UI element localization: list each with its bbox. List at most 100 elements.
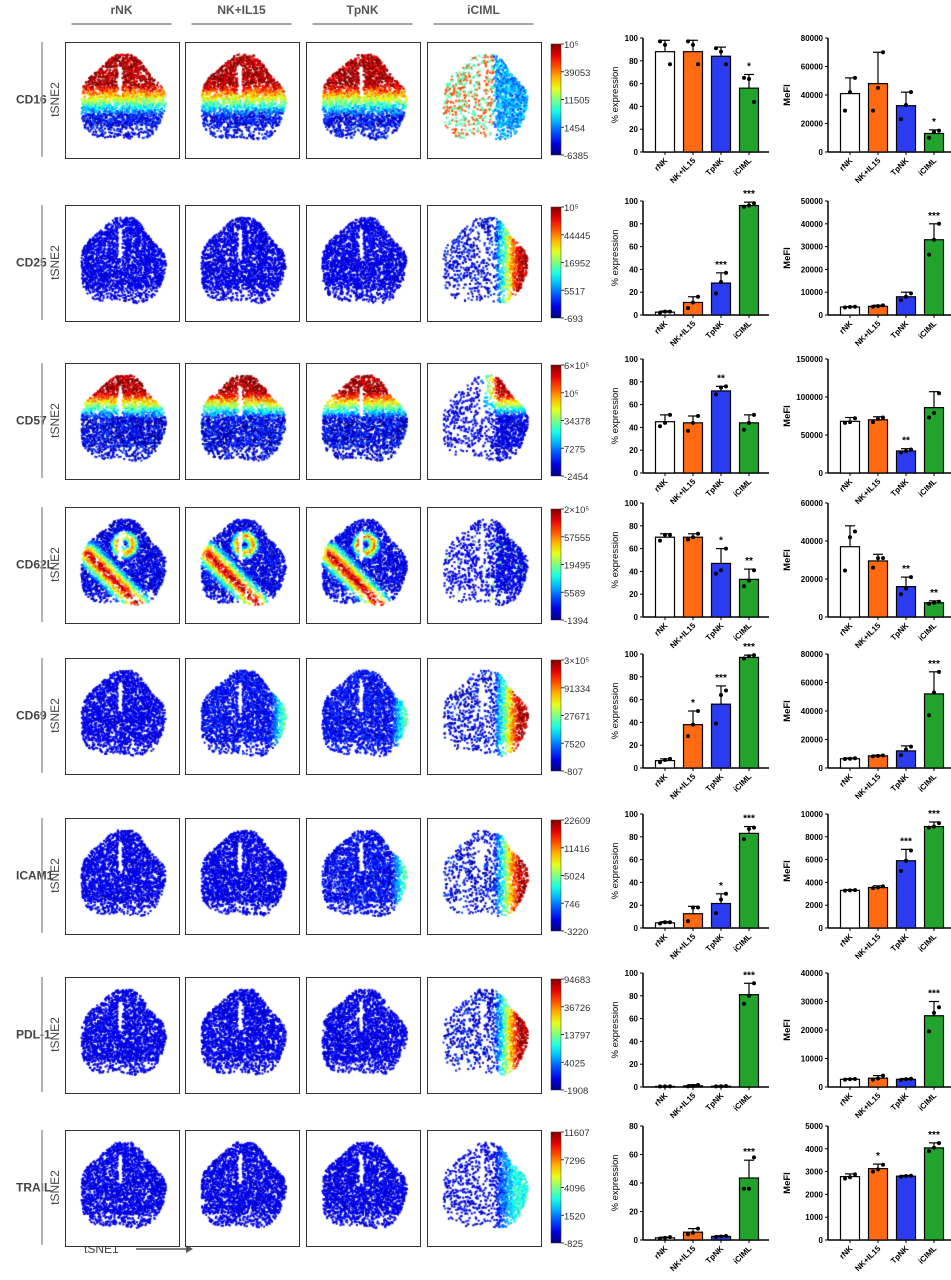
- y-tick-label: 10000: [801, 1055, 824, 1064]
- category-label: TpNK: [889, 319, 911, 341]
- data-point: [899, 1174, 903, 1179]
- y-tick-label: 100: [625, 969, 639, 978]
- colorbar-tick-label: 44445: [564, 231, 590, 242]
- row-cd16: CD16 tSNE2 10⁵ 39053 11505 1454 -6385: [16, 40, 590, 162]
- y-tick-label: 0: [634, 1083, 639, 1092]
- data-point: [904, 448, 908, 453]
- data-point: [843, 1176, 847, 1181]
- data-point: [724, 891, 728, 896]
- data-point: [663, 758, 667, 763]
- tsne-plot-iciml: [427, 658, 542, 775]
- category-label: rNK: [838, 772, 855, 789]
- category-label: iCIML: [917, 1091, 939, 1113]
- data-point: [752, 412, 756, 417]
- tsne2-label: tSNE2: [48, 1170, 62, 1205]
- data-point: [853, 1077, 857, 1082]
- category-label: rNK: [838, 621, 855, 638]
- data-point: [848, 535, 852, 540]
- y-tick-label: 0: [819, 311, 824, 320]
- data-point: [714, 1084, 718, 1089]
- bar-rnk: [839, 1176, 861, 1241]
- y-tick-label: 40: [629, 718, 638, 727]
- data-point: [686, 1232, 690, 1237]
- colorbar-tick-label: -6385: [564, 151, 588, 162]
- data-point: [881, 1162, 885, 1167]
- data-point: [724, 270, 728, 275]
- y-tick-label: 80: [629, 522, 638, 531]
- y-axis-label: MeFI: [782, 1019, 793, 1041]
- data-point: [686, 1084, 690, 1089]
- data-point: [899, 753, 903, 758]
- y-tick-label: 80000: [801, 650, 824, 659]
- data-point: [853, 75, 857, 80]
- bar-tpnk: [710, 55, 732, 153]
- data-point: [881, 556, 885, 561]
- y-tick-label: 0: [819, 469, 824, 478]
- y-tick-label: 20: [629, 125, 638, 134]
- tsne-plot-nkil15: [185, 205, 300, 322]
- y-axis-label: MeFI: [782, 549, 793, 571]
- row-label: CD62L: [16, 558, 54, 572]
- colorbar-tick-label: 57555: [564, 533, 590, 544]
- data-point: [696, 1226, 700, 1231]
- bar-iciml: [738, 578, 760, 618]
- data-point: [724, 546, 728, 551]
- significance-marker: *: [932, 117, 936, 128]
- bar-rnk: [654, 51, 676, 153]
- colorbar-tick-label: 7520: [564, 739, 585, 750]
- y-tick-label: 80: [629, 673, 638, 682]
- category-label: iCIML: [917, 156, 939, 178]
- category-label: iCIML: [732, 621, 754, 643]
- colorbar-tick-label: 10⁵: [564, 40, 579, 51]
- data-point: [691, 1230, 695, 1235]
- data-point: [714, 911, 718, 916]
- data-point: [909, 1076, 913, 1081]
- data-point: [668, 920, 672, 925]
- colorbar-tick-label: 3×10⁵: [564, 656, 589, 667]
- colorbar: [550, 43, 562, 156]
- y-tick-label: 20: [629, 1060, 638, 1069]
- data-point: [904, 747, 908, 752]
- data-point: [909, 848, 913, 853]
- data-point: [853, 416, 857, 421]
- colorbar: [550, 1131, 562, 1244]
- category-label: NK+IL15: [853, 319, 883, 349]
- tsne-plot-iciml: [427, 977, 542, 1094]
- category-label: NK+IL15: [668, 932, 698, 962]
- bar-rnk: [839, 546, 861, 618]
- data-point: [658, 39, 662, 44]
- category-label: rNK: [653, 932, 670, 949]
- data-point: [742, 584, 746, 589]
- data-point: [876, 885, 880, 890]
- colorbar: [550, 508, 562, 621]
- bar-rnk: [654, 421, 676, 474]
- significance-marker: ***: [900, 836, 912, 847]
- data-point: [937, 599, 941, 604]
- y-tick-label: 20: [629, 741, 638, 750]
- data-point: [927, 825, 931, 830]
- colorbar: [550, 206, 562, 319]
- data-point: [668, 1084, 672, 1089]
- y-tick-label: 40: [629, 567, 638, 576]
- significance-marker: *: [747, 61, 751, 72]
- tsne-plot-iciml: [427, 1130, 542, 1247]
- y-tick-label: 20: [629, 446, 638, 455]
- colorbar-tick-label: -693: [564, 314, 583, 325]
- category-label: iCIML: [732, 1091, 754, 1113]
- y-tick-label: 60: [629, 856, 638, 865]
- category-label: rNK: [838, 156, 855, 173]
- y-tick-label: 4000: [805, 1145, 823, 1154]
- y-tick-label: 0: [819, 924, 824, 933]
- y-tick-label: 60: [629, 243, 638, 252]
- category-label: NK+IL15: [853, 621, 883, 651]
- data-point: [876, 753, 880, 758]
- category-label: iCIML: [917, 477, 939, 499]
- category-label: NK+IL15: [668, 772, 698, 802]
- tsne-plot-rnk: [65, 363, 180, 480]
- data-point: [658, 760, 662, 765]
